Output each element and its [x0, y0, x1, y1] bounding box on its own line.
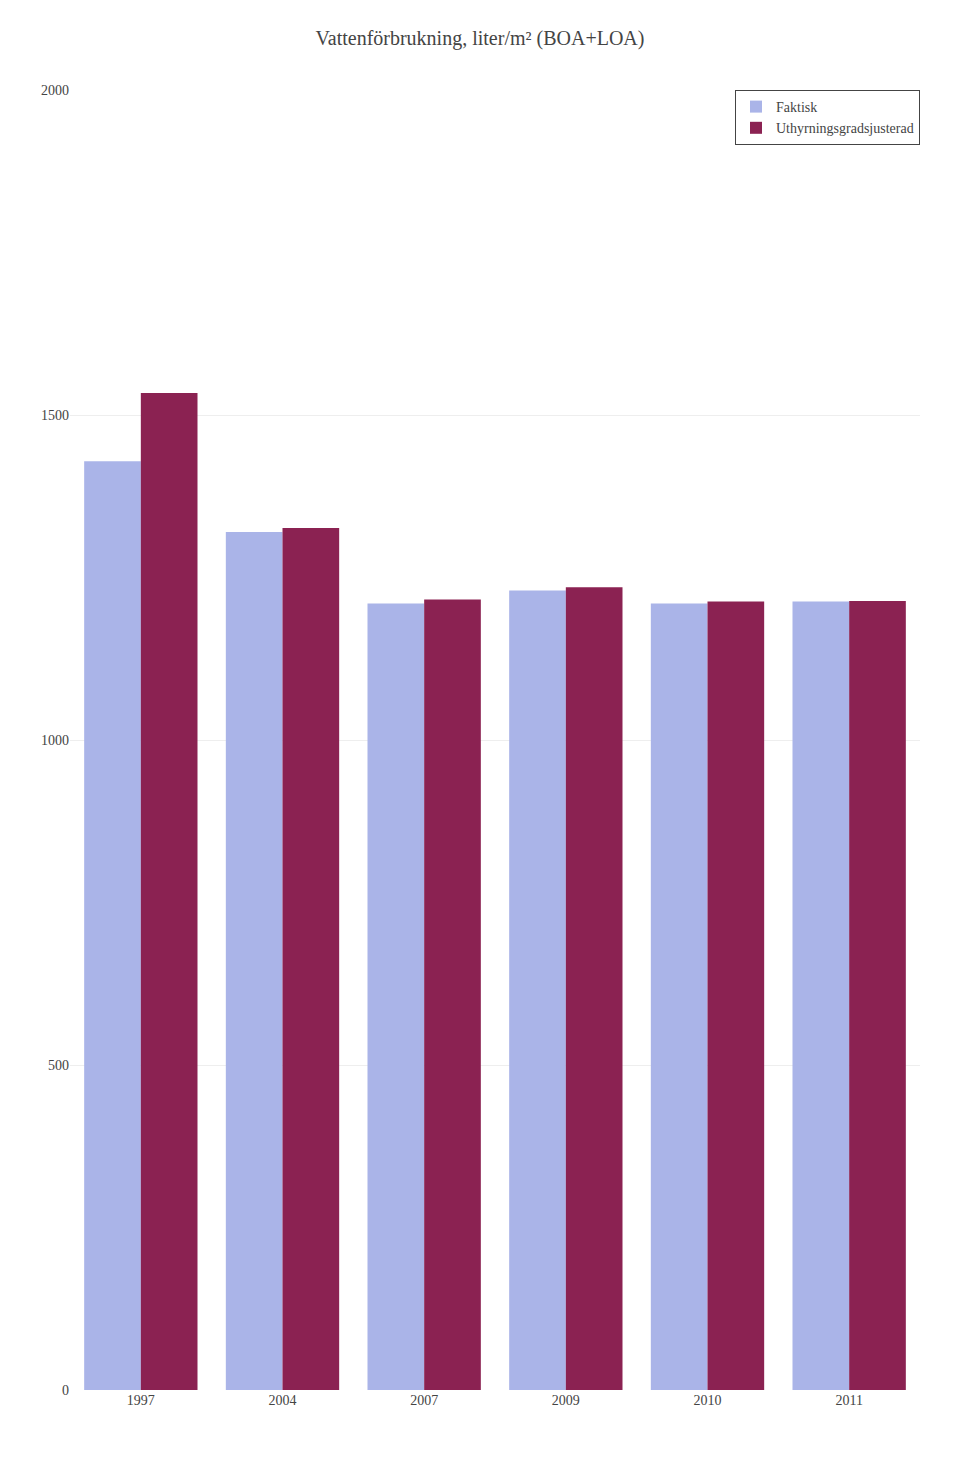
svg-text:Vattenförbrukning, liter/m² (B: Vattenförbrukning, liter/m² (BOA+LOA) — [316, 27, 645, 50]
svg-text:Uthyrningsgradsjusterad: Uthyrningsgradsjusterad — [776, 121, 914, 136]
svg-text:Faktisk: Faktisk — [776, 100, 817, 115]
svg-text:2000: 2000 — [41, 83, 69, 98]
svg-text:1997: 1997 — [127, 1393, 155, 1408]
svg-text:1500: 1500 — [41, 408, 69, 423]
svg-text:0: 0 — [62, 1383, 69, 1398]
svg-text:500: 500 — [48, 1058, 69, 1073]
svg-text:2010: 2010 — [694, 1393, 722, 1408]
svg-text:2007: 2007 — [410, 1393, 438, 1408]
svg-text:2011: 2011 — [835, 1393, 862, 1408]
svg-text:2009: 2009 — [552, 1393, 580, 1408]
svg-text:1000: 1000 — [41, 733, 69, 748]
svg-text:2004: 2004 — [269, 1393, 297, 1408]
